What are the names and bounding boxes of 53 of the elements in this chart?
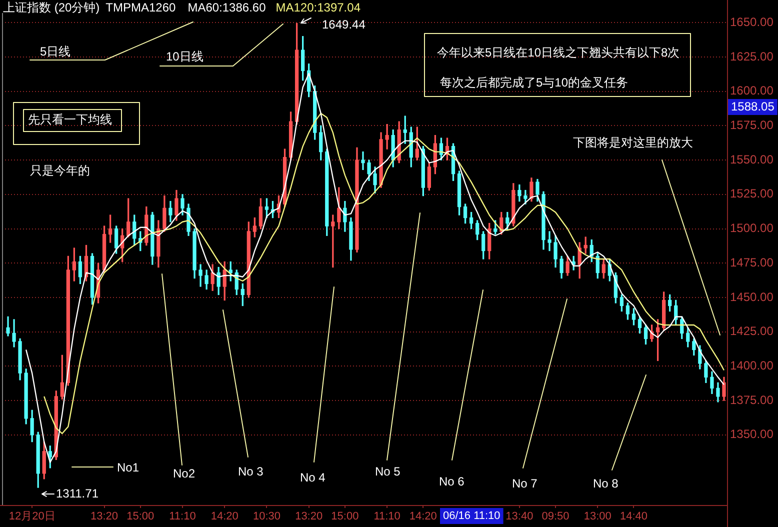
text: MA60:1386.60 [188,0,266,14]
x-tick-label: 15:00 [126,510,154,523]
y-tick-label: 1425.00 [730,324,774,338]
y-tick-label: 1550.00 [730,152,774,166]
annotation: 每次之后都完成了5与10的金叉任务 [440,75,628,90]
x-tick-label: 13:00 [584,510,612,523]
x-tick-label: 15:00 [331,510,359,523]
annotation: No 6 [439,474,465,488]
y-tick-label: 1625.00 [730,49,774,64]
annotation: No 8 [593,476,619,490]
annotation: No1 [117,460,140,474]
x-tick-label: 11:10 [169,510,196,523]
y-tick-label: 1350.00 [730,427,774,442]
annotation: 下图将是对这里的放大 [573,135,693,150]
text: 1588.05 [731,99,775,114]
y-tick-label: 1400.00 [730,358,774,373]
annotation: No2 [173,466,196,480]
annotation: 1311.71 [56,486,99,500]
annotation: No 5 [375,464,401,478]
legend-title: TMPMA1260 [106,0,176,14]
y-tick-label: 1500.00 [730,221,774,236]
annotation: 5日线 [40,44,71,58]
x-tick-label: 13:20 [295,510,323,523]
x-tick-label: 13:40 [506,510,534,523]
y-tick-label: 1600.00 [730,84,774,98]
y-tick-label: 1575.00 [730,118,774,132]
candlestick [385,124,389,150]
x-tick-label: 14:20 [210,510,238,523]
annotation: 10日线 [166,49,204,64]
chart-title: 上证指数 (20分钟) [3,0,100,14]
y-tick-label: 1525.00 [730,186,774,201]
x-tick-label: 10:30 [252,510,280,523]
annotation: No 3 [238,464,264,478]
y-tick-label: 1475.00 [730,255,774,270]
annotation: 1649.44 [322,17,366,32]
annotation: 今年以来5日线在10日线之下翘头共有以下8次 [437,45,680,60]
y-tick-label: 1375.00 [730,392,774,407]
y-tick-label: 1450.00 [730,290,774,304]
annotation: 先只看一下均线 [28,112,112,126]
candlestick [361,151,365,170]
candlestick [548,231,552,252]
annotation: No 4 [300,470,326,484]
x-tick-label: 14:40 [620,510,648,523]
annotation: 只是今年的 [30,163,90,178]
x-tick-label: 09:50 [542,510,570,523]
text: 06/16 11:10 [443,510,500,522]
x-tick-label: 13:20 [90,510,118,523]
annotation: No 7 [512,476,538,490]
x-tick-label: 11:10 [374,510,400,523]
text: MA120:1397.04 [276,0,361,14]
x-tick-label: 14:20 [409,510,437,523]
y-tick-label: 1650.00 [730,14,774,29]
x-tick-label: 12月20日 [8,510,56,523]
